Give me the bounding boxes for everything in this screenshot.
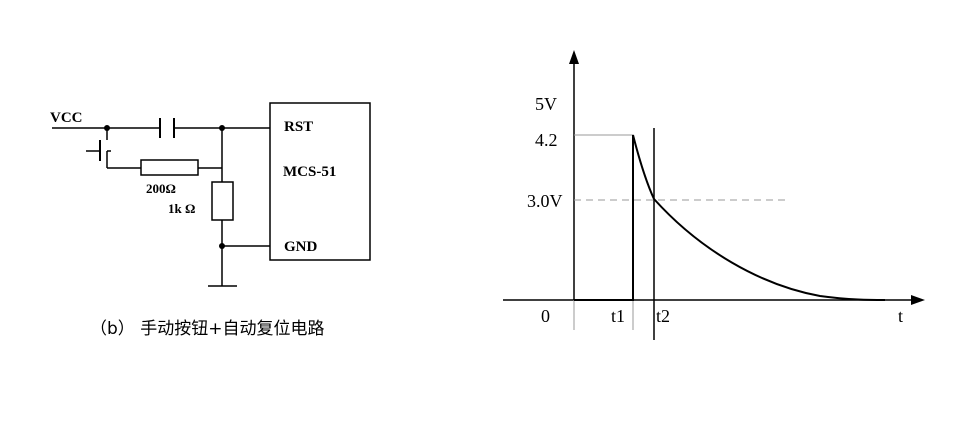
reset-circuit <box>52 102 371 287</box>
resistor-1k-label: 1k Ω <box>168 201 195 216</box>
gnd-label: GND <box>284 239 318 255</box>
label-t1: t1 <box>611 306 625 326</box>
junction-dot-rst <box>219 125 225 131</box>
label-5v: 5V <box>535 94 557 114</box>
junction-dot-gnd <box>219 243 225 249</box>
vcc-label: VCC <box>50 110 83 126</box>
resistor-200 <box>140 159 199 176</box>
signal-trace <box>574 134 886 301</box>
label-t2: t2 <box>656 306 670 326</box>
junction-dot-vcc <box>104 125 110 131</box>
resistor-200-label: 200Ω <box>146 181 176 196</box>
resistor-1k <box>211 181 234 221</box>
waveform-plot <box>503 50 925 340</box>
x-axis-arrow <box>911 295 925 305</box>
label-3-0v: 3.0V <box>527 191 563 211</box>
label-t: t <box>898 306 903 326</box>
y-axis-arrow <box>569 50 579 64</box>
mcu-box <box>269 102 371 261</box>
rst-label: RST <box>284 119 313 135</box>
circuit-caption: （b） 手动按钮+自动复位电路 <box>90 319 324 339</box>
mcu-label: MCS-51 <box>283 164 336 180</box>
label-4-2: 4.2 <box>535 130 558 150</box>
label-origin: 0 <box>541 306 550 326</box>
